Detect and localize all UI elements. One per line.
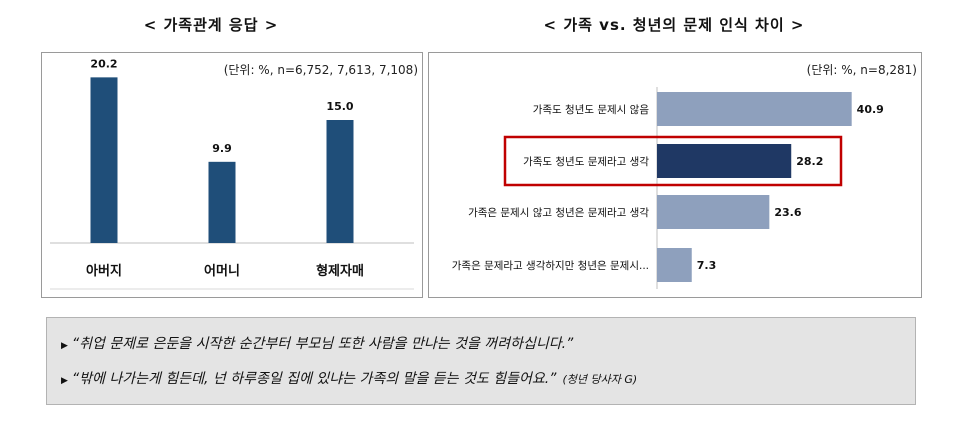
quote-2: ▶ “밖에 나가는게 힘든데, 넌 하루종일 집에 있냐는 가족의 말을 듣는 것… <box>61 368 637 388</box>
bar-2 <box>657 144 792 178</box>
bar-1 <box>657 92 852 126</box>
quote-2-text: “밖에 나가는게 힘든데, 넌 하루종일 집에 있냐는 가족의 말을 듣는 것도… <box>71 371 557 387</box>
data-label-1: 20.2 <box>90 57 117 70</box>
left-unit-note: (단위: %, n=6,752, 7,613, 7,108) <box>223 63 418 77</box>
perception-gap-chart: (단위: %, n=8,281) 40.9 가족도 청년도 문제시 않음 28.2 가… <box>428 52 922 298</box>
bar-3 <box>326 120 354 243</box>
category-label-3: 형제자매 <box>316 263 364 279</box>
bar-4 <box>657 248 692 282</box>
bar-1 <box>90 77 118 243</box>
category-label-1: 아버지 <box>86 263 122 279</box>
data-label-1: 40.9 <box>857 103 884 116</box>
family-relation-bar-svg: 20.2 아버지 9.9 어머니 15.0 형제자매 <box>50 57 414 290</box>
bar-3 <box>657 195 770 229</box>
data-label-3: 15.0 <box>326 100 353 113</box>
bullet-icon: ▶ <box>61 376 68 386</box>
family-relation-chart: (단위: %, n=6,752, 7,613, 7,108) 20.2 아버지 9.… <box>41 52 423 298</box>
data-label-2: 9.9 <box>212 142 232 155</box>
right-chart-title: < 가족 vs. 청년의 문제 인식 차이 > <box>543 16 805 34</box>
quote-1-text: “취업 문제로 은둔을 시작한 순간부터 부모님 또한 사람을 만나는 것을 꺼… <box>71 336 574 352</box>
bar-2 <box>208 161 236 243</box>
bullet-icon: ▶ <box>61 341 68 351</box>
highlight-box <box>503 135 843 187</box>
category-label-4: 가족은 문제라고 생각하지만 청년은 문제시... <box>452 259 649 272</box>
category-label-1: 가족도 청년도 문제시 않음 <box>533 104 650 116</box>
quote-box: ▶ “취업 문제로 은둔을 시작한 순간부터 부모님 또한 사람을 만나는 것을 … <box>46 317 916 405</box>
perception-gap-bar-svg: 40.9 가족도 청년도 문제시 않음 28.2 가족도 청년도 문제라고 생각 23.… <box>452 87 884 289</box>
right-unit-note: (단위: %, n=8,281) <box>806 63 917 77</box>
category-label-3: 가족은 문제시 않고 청년은 문제라고 생각 <box>468 207 649 219</box>
data-label-3: 23.6 <box>774 206 801 219</box>
data-label-4: 7.3 <box>697 259 717 272</box>
quote-1: ▶ “취업 문제로 은둔을 시작한 순간부터 부모님 또한 사람을 만나는 것을 … <box>61 333 573 353</box>
category-label-2: 가족도 청년도 문제라고 생각 <box>523 156 649 168</box>
data-label-2: 28.2 <box>796 155 823 168</box>
category-label-2: 어머니 <box>204 263 240 279</box>
left-chart-title: < 가족관계 응답 > <box>143 16 279 34</box>
quote-2-source: (청년 당사자 G) <box>562 373 638 386</box>
